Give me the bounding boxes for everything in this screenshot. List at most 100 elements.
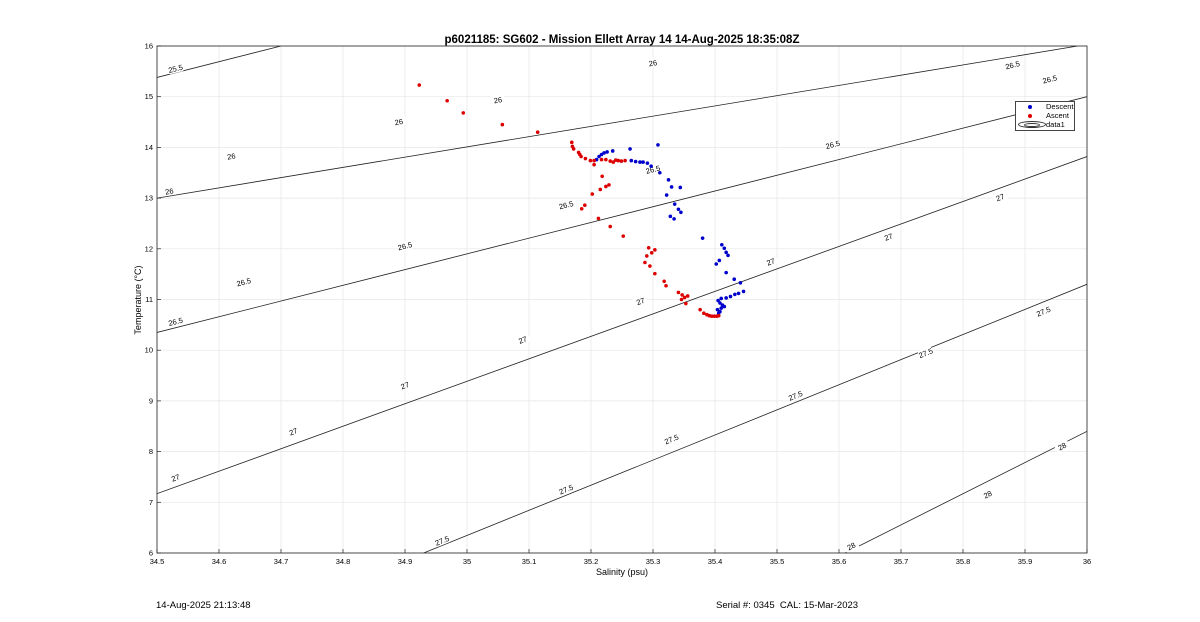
contour-label: 27 (400, 380, 411, 391)
legend-item-data1: data1 (1016, 120, 1074, 129)
data-point-ascent (608, 159, 613, 163)
data-point-descent (720, 242, 724, 247)
data-point-descent (679, 210, 683, 215)
contour-label: 26.5 (825, 139, 841, 151)
data-point-descent (726, 253, 730, 258)
data-point-ascent (643, 260, 647, 265)
contour-label: 27 (517, 334, 528, 345)
y-tick-label: 11 (145, 295, 153, 304)
contour-label-bg (1041, 72, 1058, 86)
contour-label: 27 (170, 472, 181, 483)
data-point-descent (633, 159, 638, 164)
data-point-ascent (583, 203, 587, 207)
data-point-descent (738, 280, 743, 285)
contour-label-bg (167, 470, 184, 485)
data-point-descent (724, 250, 728, 255)
y-tick-label: 13 (145, 194, 153, 203)
data-point-ascent (500, 122, 505, 127)
contour-label-bg (558, 198, 574, 211)
data-point-ascent (676, 290, 681, 295)
data-point-ascent (592, 162, 596, 167)
contour-label-bg (167, 62, 184, 75)
data-point-ascent (611, 160, 616, 164)
data-point-ascent (604, 157, 608, 162)
contour-label: 26 (648, 58, 658, 68)
contour-label: 26.5 (236, 276, 252, 288)
data-point-ascent (646, 245, 651, 250)
data-point-descent (728, 294, 733, 299)
data-point-ascent (596, 216, 601, 221)
contour-label: 28 (1056, 441, 1067, 453)
data-point-descent (717, 258, 722, 263)
contour-label: 27.5 (434, 534, 451, 548)
x-tick-label: 34.7 (274, 557, 289, 566)
data-point-descent (656, 143, 660, 147)
contour-label: 27.5 (663, 433, 680, 447)
contour-label: 26.5 (1004, 59, 1020, 71)
data-point-ascent (649, 251, 654, 255)
x-tick-label: 35.3 (646, 557, 661, 566)
density-contours: 25.5 26 26 26 26 26 26.5 26.5 26.5 26.5 26.5 26.5 26… (157, 46, 1087, 553)
data-point-descent (715, 307, 720, 312)
ascent-marker-icon (1028, 114, 1032, 118)
contour-label: 27 (635, 296, 646, 307)
data-point-descent (732, 277, 737, 282)
contour-label-bg (842, 538, 860, 553)
data-point-ascent (623, 158, 627, 163)
contour-label-bg (991, 190, 1009, 204)
data-point-ascent (569, 140, 574, 145)
data-point-descent (722, 304, 727, 309)
contour-label-bg (223, 150, 239, 162)
contour-inner-ellipse-icon (1024, 123, 1040, 127)
data-point-ascent (685, 294, 690, 298)
data-point-ascent (662, 279, 666, 284)
contour-label-bg (663, 432, 680, 446)
legend[interactable]: Descent Ascent data1 (1015, 101, 1075, 131)
series-layer (417, 83, 746, 319)
data-point-ascent (461, 111, 466, 115)
data-point-descent (658, 170, 662, 175)
data-point-ascent (607, 183, 611, 187)
data-point-descent (724, 296, 728, 300)
data-point-ascent (648, 264, 652, 268)
data-point-descent (629, 158, 634, 163)
contour-label: 26 (493, 95, 503, 105)
data-point-descent (641, 160, 645, 164)
contour-line-26-5 (157, 96, 1087, 333)
data-point-ascent (698, 307, 702, 312)
contour-label-bg (514, 332, 531, 347)
series-ascent (417, 83, 721, 319)
contour-label: 25.5 (167, 63, 183, 75)
data-point-descent (741, 289, 746, 294)
legend-label-descent: Descent (1046, 102, 1074, 111)
data-point-ascent (621, 234, 626, 238)
contour-label: 26.5 (645, 164, 661, 176)
contour-label-bg (235, 275, 252, 288)
data-point-descent (602, 151, 606, 155)
data-point-ascent (645, 254, 649, 258)
tick-layer: 34.5 34.6 34.7 34.8 34.9 35 35.1 35.2 35.3 35.4 35… (145, 42, 1092, 567)
data-point-descent (605, 150, 609, 154)
contour-label-bg (979, 487, 996, 502)
data-point-ascent (702, 311, 706, 315)
x-tick-label: 35 (463, 557, 471, 566)
y-tick-label: 12 (145, 244, 153, 253)
contour-line-27 (157, 156, 1087, 495)
x-axis-label: Salinity (psu) (596, 567, 648, 577)
contour-label-bg (917, 345, 934, 360)
data-point-ascent (535, 130, 540, 134)
contour-label-bg (824, 138, 841, 151)
y-tick-label: 14 (145, 143, 153, 152)
contour-label: 28 (982, 489, 993, 501)
data-point-ascent (445, 98, 449, 103)
data-point-descent (628, 147, 632, 151)
data-point-ascent (604, 184, 608, 189)
contour-label-bg (433, 533, 451, 548)
contour-label-bg (396, 239, 413, 252)
data-point-descent (610, 149, 615, 153)
data-point-ascent (653, 248, 657, 252)
y-tick-label: 15 (145, 92, 153, 101)
x-tick-label: 35.5 (770, 557, 785, 566)
data-point-descent (718, 301, 722, 305)
data-point-ascent (417, 83, 422, 87)
